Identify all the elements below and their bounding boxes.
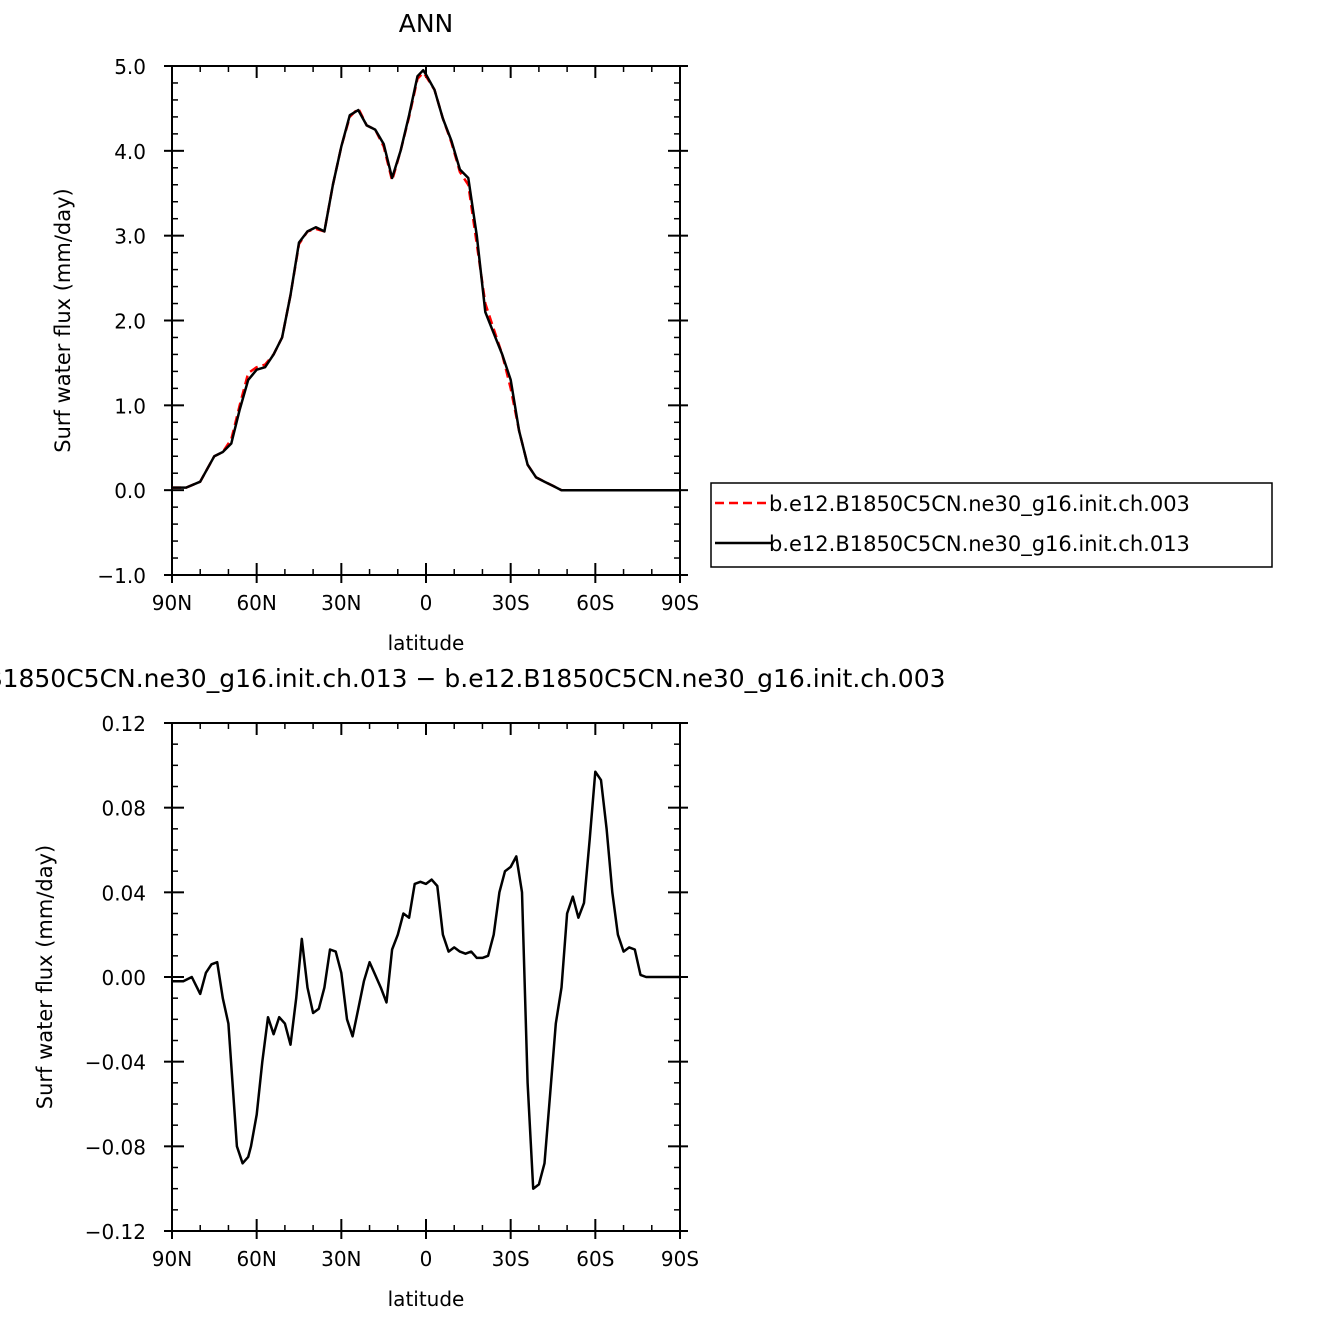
y-tick-label: 3.0: [114, 225, 146, 249]
plot-title: ANN: [399, 9, 454, 38]
lower-plot: b.e12.B1850C5CN.ne30_g16.init.ch.013 − b…: [0, 664, 946, 1311]
x-tick-label: 90N: [152, 1247, 192, 1271]
legend-label-2: b.e12.B1850C5CN.ne30_g16.init.ch.013: [769, 532, 1190, 557]
x-tick-label: 60S: [576, 591, 614, 615]
y-tick-label: 1.0: [114, 394, 146, 418]
x-tick-label: 0: [420, 591, 433, 615]
x-tick-label: 30N: [321, 1247, 361, 1271]
y-tick-label: 4.0: [114, 140, 146, 164]
y-tick-label: −0.12: [85, 1220, 146, 1244]
x-tick-label: 60S: [576, 1247, 614, 1271]
legend-box: [710, 482, 1273, 568]
y-tick-label: 0.00: [101, 966, 146, 990]
x-tick-label: 90S: [661, 591, 699, 615]
y-tick-label: 5.0: [114, 55, 146, 79]
y-axis-label: Surf water flux (mm/day): [51, 188, 75, 453]
legend: b.e12.B1850C5CN.ne30_g16.init.ch.003 b.e1…: [710, 482, 1273, 568]
difference-line: [172, 770, 680, 1190]
x-axis-label: latitude: [388, 631, 465, 655]
y-tick-label: 0.0: [114, 479, 146, 503]
y-axis-label: Surf water flux (mm/day): [33, 845, 57, 1110]
y-tick-label: 0.04: [101, 881, 146, 905]
y-tick-label: −1.0: [97, 564, 146, 588]
y-tick-label: 0.12: [101, 712, 146, 736]
x-tick-label: 90N: [152, 591, 192, 615]
series-line-1: [172, 71, 680, 492]
x-tick-label: 90S: [661, 1247, 699, 1271]
x-tick-label: 30N: [321, 591, 361, 615]
series-line-2: [172, 68, 680, 492]
x-tick-label: 0: [420, 1247, 433, 1271]
x-tick-label: 30S: [492, 1247, 530, 1271]
x-tick-label: 60N: [236, 1247, 276, 1271]
x-tick-label: 30S: [492, 591, 530, 615]
plot-title: b.e12.B1850C5CN.ne30_g16.init.ch.013 − b…: [0, 664, 946, 693]
x-tick-label: 60N: [236, 591, 276, 615]
legend-label-1: b.e12.B1850C5CN.ne30_g16.init.ch.003: [769, 492, 1190, 517]
y-tick-label: 2.0: [114, 310, 146, 334]
y-tick-label: 0.08: [101, 797, 146, 821]
y-tick-label: −0.08: [85, 1135, 146, 1159]
upper-plot: ANN 90N 60N 30N 0 30S 60S 90S −1.0 0.0 1.0 2.0 3.0 4.…: [51, 9, 1273, 655]
x-axis-label: latitude: [388, 1287, 465, 1311]
plot-frame: [171, 65, 681, 576]
y-tick-label: −0.04: [85, 1051, 146, 1075]
